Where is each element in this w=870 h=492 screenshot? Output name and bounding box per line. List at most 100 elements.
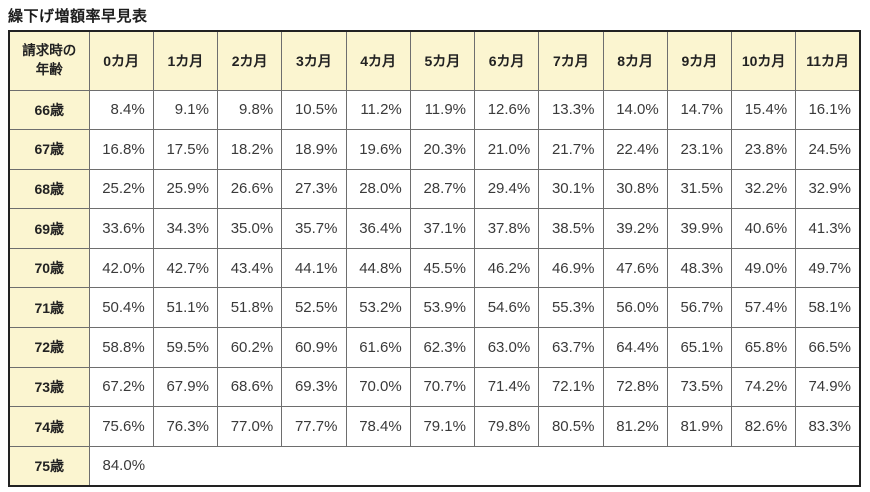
rate-cell: 55.3% [538,287,604,329]
age-cell: 67歳 [8,129,90,170]
rate-cell: 40.6% [730,208,797,249]
rate-cell: 43.4% [216,247,283,289]
rate-cell: 22.4% [602,129,668,170]
rate-cell: 13.3% [538,89,604,131]
rate-cell: 59.5% [152,327,219,368]
month-header-4: 4カ月 [345,30,411,91]
rate-cell: 17.5% [152,129,219,170]
rate-cell: 32.2% [730,168,797,210]
month-header-9: 9カ月 [666,30,733,91]
rate-cell: 32.9% [795,168,861,210]
rate-cell: 57.4% [730,287,797,329]
rate-cell: 81.9% [666,406,733,447]
rate-cell: 80.5% [538,406,604,447]
rate-cell: 68.6% [216,366,283,408]
rate-cell: 9.1% [152,89,219,131]
rate-cell: 9.8% [216,89,283,131]
rate-cell: 77.7% [281,406,347,447]
rate-cell: 81.2% [602,406,668,447]
age-cell: 66歳 [8,89,90,131]
table-row: 72歳 58.8% 59.5% 60.2% 60.9% 61.6% 62.3% 63.0% 63… [8,327,861,368]
corner-header: 請求時の 年齢 [8,30,90,91]
rate-cell: 39.9% [666,208,733,249]
month-header-11: 11カ月 [795,30,861,91]
rate-cell: 23.1% [666,129,733,170]
rate-cell: 69.3% [281,366,347,408]
rate-cell: 79.1% [409,406,476,447]
age-cell: 75歳 [8,445,90,487]
rate-cell: 24.5% [795,129,861,170]
rate-cell: 18.2% [216,129,283,170]
rate-cell: 82.6% [730,406,797,447]
rate-cell: 60.9% [281,327,347,368]
rate-cell: 53.9% [409,287,476,329]
rate-cell: 15.4% [730,89,797,131]
rate-cell: 27.3% [281,168,347,210]
rate-cell: 72.1% [538,366,604,408]
rate-cell: 83.3% [795,406,861,447]
rate-cell: 14.7% [666,89,733,131]
rate-cell: 56.7% [666,287,733,329]
rate-cell: 31.5% [666,168,733,210]
age-cell: 72歳 [8,327,90,368]
rate-cell: 71.4% [473,366,540,408]
rate-cell: 46.2% [473,247,540,289]
rate-cell: 12.6% [473,89,540,131]
rate-cell: 11.2% [345,89,411,131]
rate-cell: 35.7% [281,208,347,249]
rate-cell: 58.1% [795,287,861,329]
rate-cell: 30.1% [538,168,604,210]
rate-cell: 77.0% [216,406,283,447]
rate-cell: 63.0% [473,327,540,368]
rate-cell: 70.0% [345,366,411,408]
rate-cell-merged: 84.0% [88,445,861,487]
table-row: 68歳 25.2% 25.9% 26.6% 27.3% 28.0% 28.7% 29.4% 30… [8,168,861,210]
rate-cell: 63.7% [538,327,604,368]
month-header-1: 1カ月 [152,30,219,91]
header-row: 請求時の 年齢 0カ月 1カ月 2カ月 3カ月 4カ月 5カ月 6カ月 7カ月 … [8,30,861,91]
rate-cell: 44.1% [281,247,347,289]
rate-cell: 11.9% [409,89,476,131]
age-cell: 71歳 [8,287,90,329]
rate-cell: 54.6% [473,287,540,329]
rate-cell: 65.8% [730,327,797,368]
rate-cell: 74.2% [730,366,797,408]
rate-cell: 21.7% [538,129,604,170]
rate-cell: 36.4% [345,208,411,249]
table-body: 66歳 8.4% 9.1% 9.8% 10.5% 11.2% 11.9% 12.6% 13.3%… [8,89,861,487]
rate-cell: 62.3% [409,327,476,368]
rate-cell: 34.3% [152,208,219,249]
month-header-3: 3カ月 [281,30,347,91]
table-row: 71歳 50.4% 51.1% 51.8% 52.5% 53.2% 53.9% 54.6% 55… [8,287,861,329]
rate-cell: 20.3% [409,129,476,170]
table-row: 73歳 67.2% 67.9% 68.6% 69.3% 70.0% 70.7% 71.4% 72… [8,366,861,408]
rate-cell: 37.1% [409,208,476,249]
rate-cell: 78.4% [345,406,411,447]
rate-cell: 16.8% [88,129,154,170]
rate-cell: 70.7% [409,366,476,408]
age-cell: 74歳 [8,406,90,447]
increase-rate-table: 請求時の 年齢 0カ月 1カ月 2カ月 3カ月 4カ月 5カ月 6カ月 7カ月 … [8,30,861,487]
rate-cell: 30.8% [602,168,668,210]
rate-cell: 42.7% [152,247,219,289]
rate-cell: 35.0% [216,208,283,249]
rate-cell: 38.5% [538,208,604,249]
rate-cell: 8.4% [88,89,154,131]
rate-cell: 21.0% [473,129,540,170]
rate-cell: 49.7% [795,247,861,289]
rate-cell: 53.2% [345,287,411,329]
month-header-2: 2カ月 [216,30,283,91]
rate-cell: 79.8% [473,406,540,447]
rate-cell: 48.3% [666,247,733,289]
rate-cell: 60.2% [216,327,283,368]
rate-cell: 51.1% [152,287,219,329]
rate-cell: 52.5% [281,287,347,329]
rate-cell: 33.6% [88,208,154,249]
table-row: 75歳 84.0% [8,445,861,487]
rate-cell: 46.9% [538,247,604,289]
table-row: 69歳 33.6% 34.3% 35.0% 35.7% 36.4% 37.1% 37.8% 38… [8,208,861,249]
rate-cell: 58.8% [88,327,154,368]
rate-cell: 37.8% [473,208,540,249]
rate-cell: 19.6% [345,129,411,170]
